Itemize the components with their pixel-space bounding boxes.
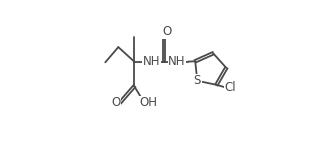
Text: O: O — [112, 96, 121, 109]
Text: OH: OH — [140, 96, 158, 109]
Text: NH: NH — [143, 55, 160, 68]
Text: Cl: Cl — [224, 81, 236, 94]
Text: NH: NH — [168, 55, 186, 68]
Text: S: S — [194, 74, 201, 87]
Text: O: O — [162, 25, 172, 38]
